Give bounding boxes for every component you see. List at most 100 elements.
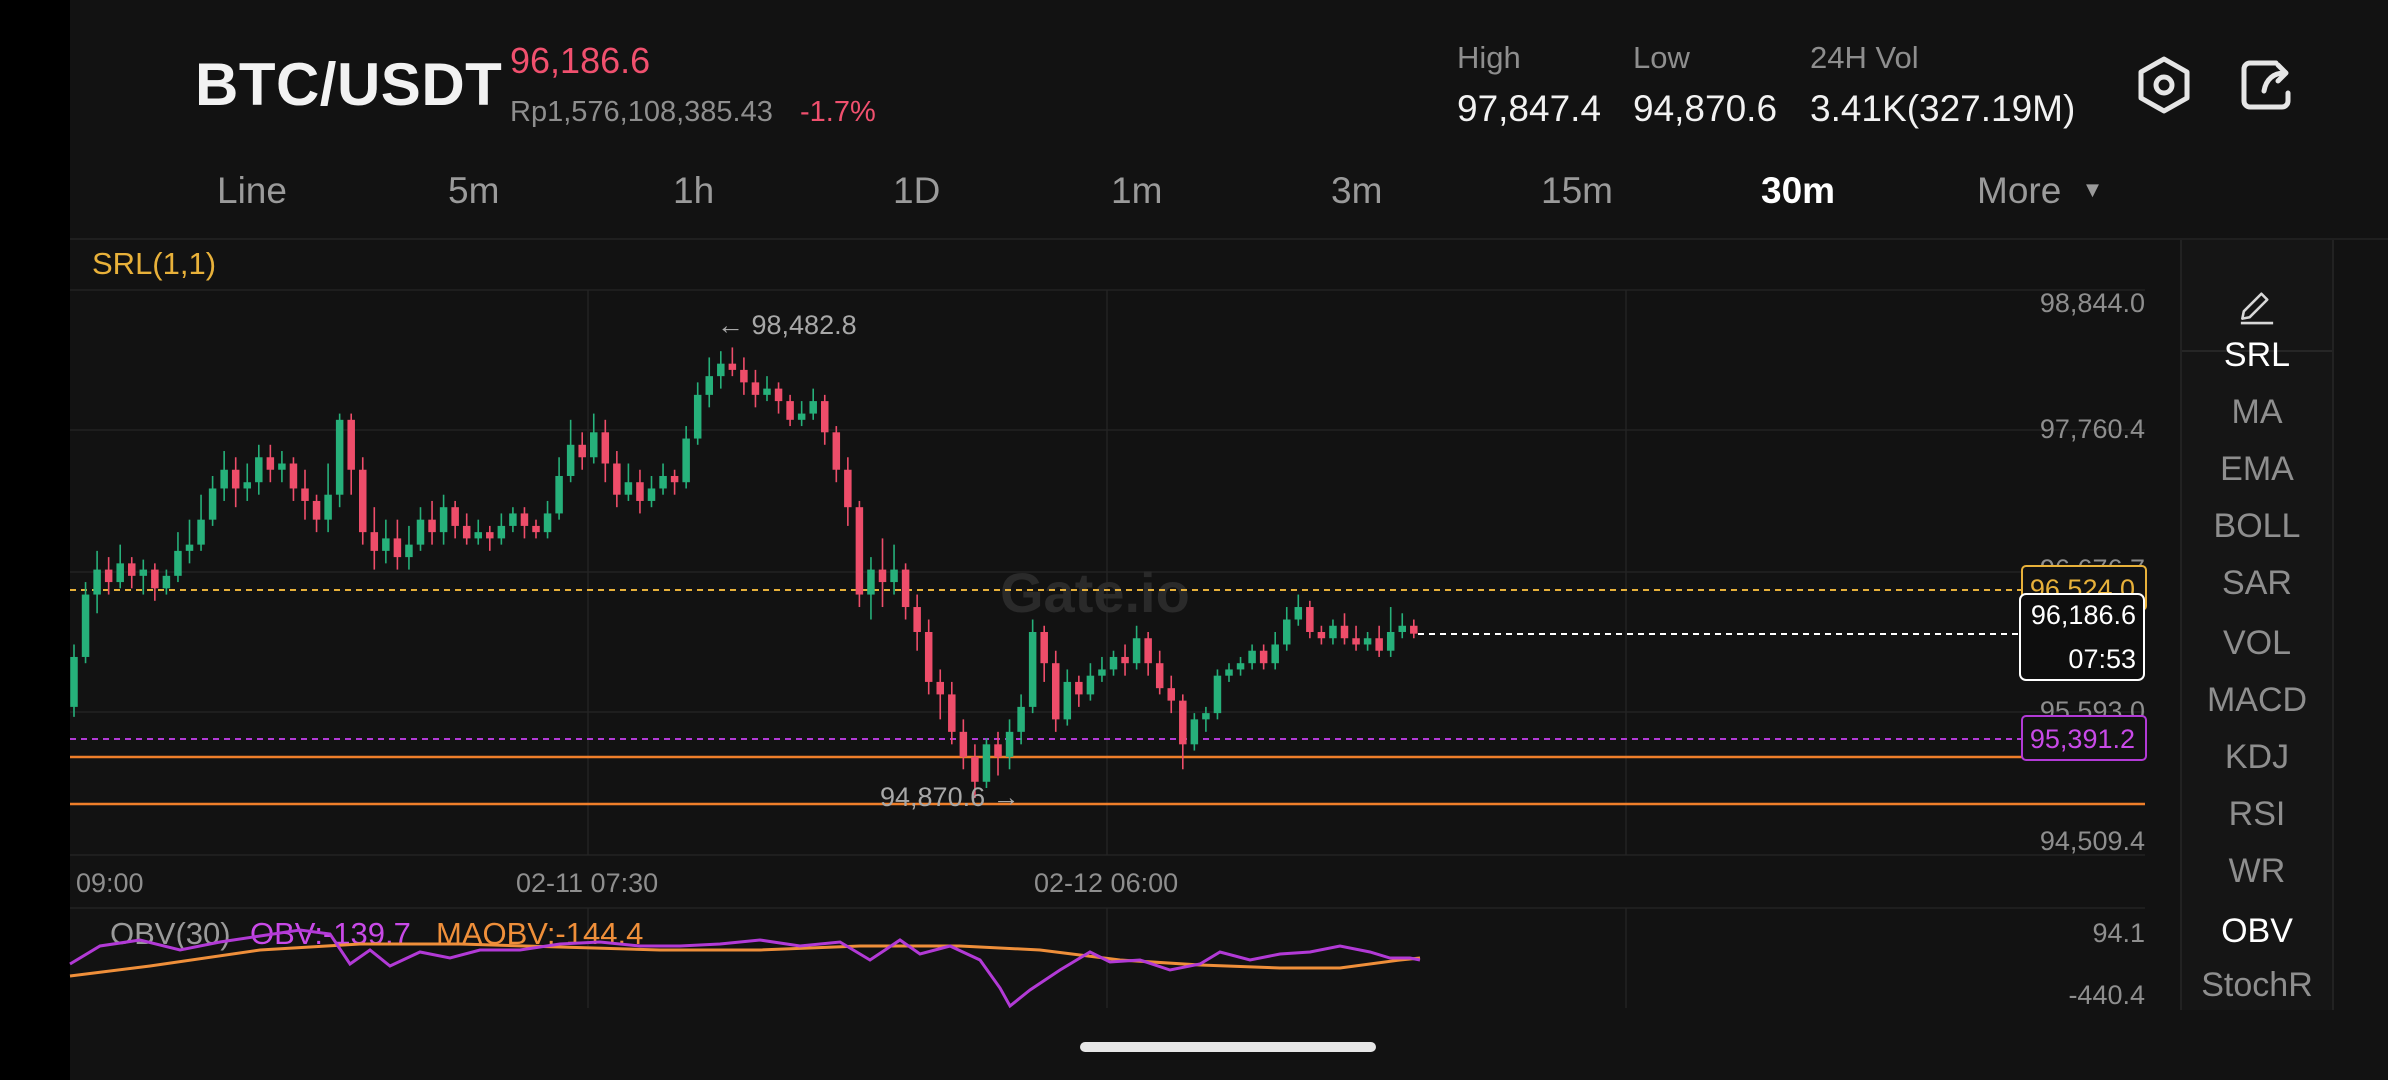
- candle-body: [405, 544, 413, 558]
- candle-body: [821, 401, 829, 433]
- current-price-value: 96,186.6: [2031, 600, 2136, 630]
- indicator-rsi[interactable]: RSI: [2228, 795, 2286, 833]
- indicator-obv[interactable]: OBV: [2221, 912, 2293, 950]
- candle-body: [1075, 681, 1083, 695]
- obv-y-tick: -440.4: [2068, 980, 2145, 1010]
- indicator-wr[interactable]: WR: [2228, 852, 2286, 890]
- stat-24h-volume: 24H Vol 3.41K(327.19M): [1810, 40, 2075, 130]
- candle-body: [139, 569, 148, 576]
- candle-body: [659, 475, 667, 489]
- caret-down-icon: ▼: [2081, 177, 2104, 202]
- trading-pair-title[interactable]: BTC/USDT: [195, 51, 503, 118]
- candle-body: [890, 569, 898, 583]
- tab-1h[interactable]: 1h: [673, 170, 715, 211]
- candle-body: [1155, 663, 1164, 689]
- stat-high: High 97,847.4: [1457, 40, 1601, 130]
- indicator-macd[interactable]: MACD: [2206, 681, 2308, 719]
- candle-body: [509, 513, 517, 526]
- tab-30m[interactable]: 30m: [1761, 170, 1836, 211]
- price-change-percent: -1.7%: [800, 96, 876, 128]
- candle-body: [520, 513, 529, 526]
- candle-body: [151, 569, 159, 589]
- candle-body: [555, 475, 563, 514]
- tab-1d[interactable]: 1D: [893, 170, 941, 211]
- candle-body: [624, 482, 633, 495]
- chart-grid: [70, 289, 2145, 1008]
- candle-body: [335, 419, 344, 495]
- candle-countdown: 07:53: [2068, 644, 2136, 674]
- indicator-ema[interactable]: EMA: [2220, 450, 2294, 488]
- indicator-kdj[interactable]: KDJ: [2224, 738, 2290, 776]
- candle-body: [959, 731, 968, 757]
- stat-low-value: 94,870.6: [1633, 88, 1778, 129]
- candle-body: [693, 394, 702, 439]
- candle-body: [1005, 731, 1014, 757]
- tab-15m[interactable]: 15m: [1541, 170, 1613, 211]
- candle-body: [1017, 706, 1025, 732]
- indicator-sar[interactable]: SAR: [2222, 564, 2292, 602]
- candle-body: [740, 369, 748, 383]
- candle-body: [1063, 681, 1072, 720]
- candle-body: [982, 744, 991, 782]
- tab-line[interactable]: Line: [217, 170, 287, 211]
- candle-body: [162, 575, 171, 589]
- candle-body: [382, 538, 390, 551]
- candle-body: [1306, 607, 1314, 632]
- candle-body: [324, 494, 332, 520]
- indicator-srl[interactable]: SRL: [2223, 336, 2291, 374]
- tab-more[interactable]: More ▼: [1977, 170, 2103, 212]
- candle-body: [266, 457, 275, 470]
- obv-label[interactable]: OBV(30): [110, 916, 231, 951]
- obv-y-tick: 94.1: [2092, 918, 2145, 948]
- tab-more-label: More: [1977, 170, 2062, 211]
- candle-body: [705, 376, 713, 395]
- candle-body: [670, 475, 679, 483]
- candle-body: [913, 607, 921, 632]
- candle-body: [128, 563, 136, 576]
- candle-body: [1190, 719, 1199, 745]
- draw-tool[interactable]: [2182, 260, 2332, 352]
- current-price-tag[interactable]: 96,186.6 07:53: [2019, 593, 2145, 681]
- srl-indicator-label[interactable]: SRL(1,1): [92, 246, 216, 281]
- candle-body: [994, 744, 1002, 757]
- indicator-vol[interactable]: VOL: [2222, 624, 2292, 662]
- candle-body: [1271, 644, 1279, 664]
- candle-body: [786, 401, 794, 420]
- tab-3m[interactable]: 3m: [1331, 170, 1383, 211]
- candle-body: [359, 469, 367, 533]
- candle-body: [1317, 631, 1326, 639]
- candle-body: [878, 569, 887, 583]
- maobv-line: [69, 942, 1421, 978]
- tab-5m[interactable]: 5m: [448, 170, 500, 211]
- tab-1m[interactable]: 1m: [1111, 170, 1163, 211]
- obv-line: [69, 928, 1421, 1009]
- stat-high-label: High: [1457, 40, 1521, 75]
- share-icon[interactable]: [2236, 55, 2296, 115]
- candlestick-chart[interactable]: Gate.io SRL(1,1) 98,844.0 97,760.4 96,67…: [0, 0, 2180, 1010]
- y-tick: 98,844.0: [2040, 288, 2145, 318]
- indicator-stochr[interactable]: StochR: [2201, 966, 2313, 1004]
- settings-hex-icon[interactable]: [2134, 55, 2194, 115]
- candle-body: [844, 469, 852, 508]
- x-tick: 09:00: [76, 868, 144, 898]
- candle-body: [428, 519, 436, 533]
- candle-body: [208, 488, 217, 520]
- x-tick: 02-12 06:00: [1034, 868, 1178, 898]
- indicator-boll[interactable]: BOLL: [2213, 507, 2301, 545]
- candle-body: [532, 525, 540, 533]
- candle-body: [1352, 638, 1360, 645]
- candle-body: [1248, 650, 1256, 664]
- candle-body: [636, 482, 644, 501]
- candle-body: [751, 382, 760, 395]
- home-indicator[interactable]: [1080, 1042, 1376, 1052]
- candle-body: [1028, 631, 1037, 707]
- candle-body: [1340, 625, 1349, 639]
- candle-body: [797, 413, 806, 420]
- candle-body: [1375, 638, 1383, 651]
- candle-body: [543, 513, 552, 533]
- indicator-ma[interactable]: MA: [2231, 393, 2283, 431]
- candle-body: [948, 694, 956, 732]
- candle-body: [578, 444, 586, 458]
- candle-body: [416, 519, 425, 545]
- candle-body: [1109, 656, 1118, 670]
